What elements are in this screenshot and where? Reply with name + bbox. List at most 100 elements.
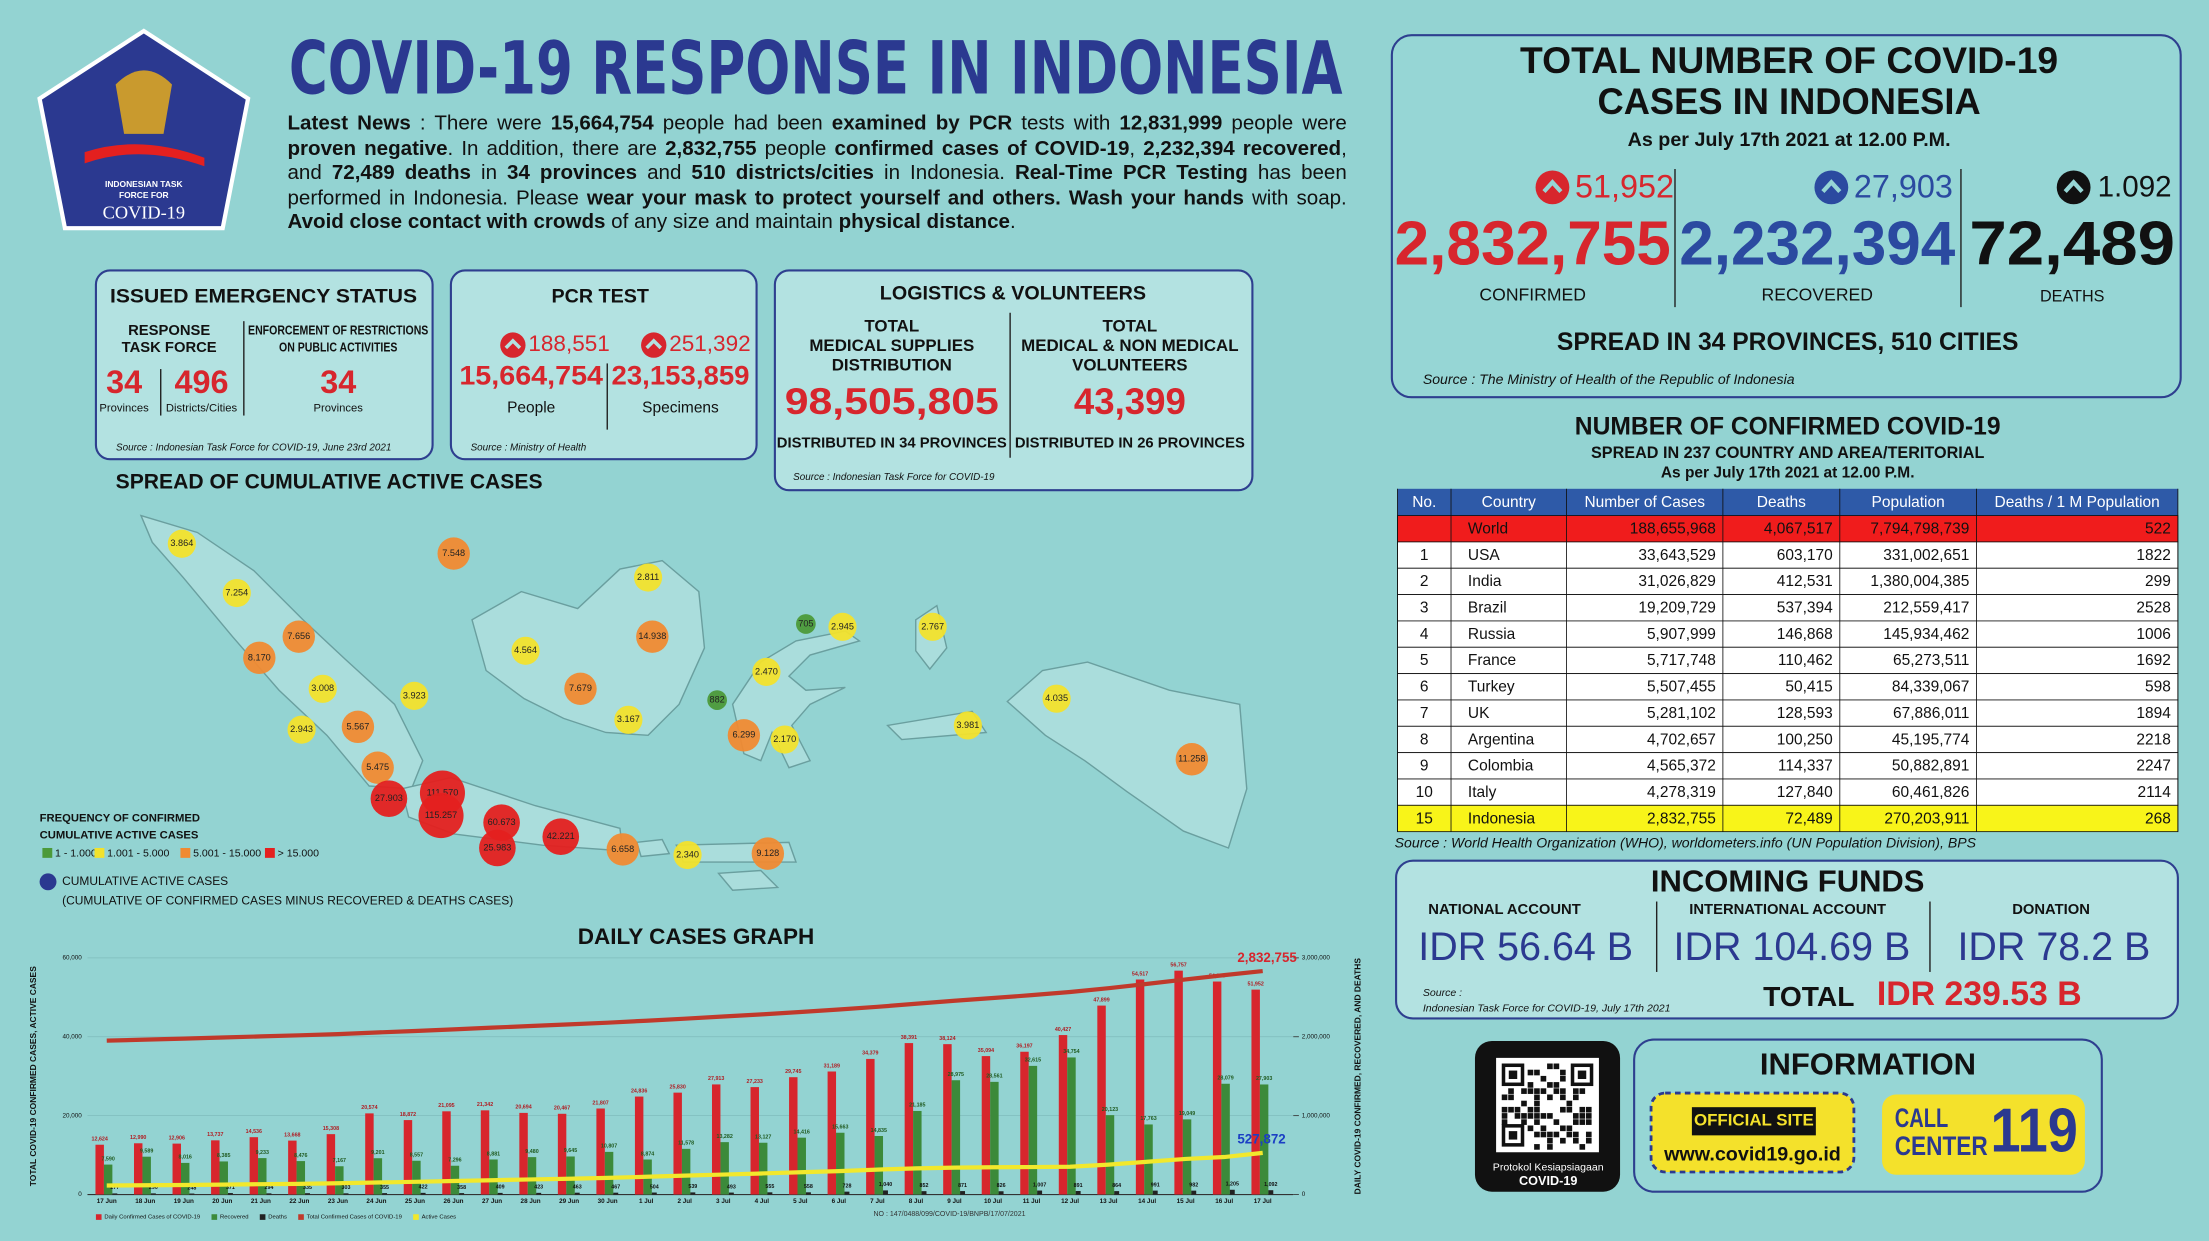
- value-label: 11,578: [678, 1141, 694, 1147]
- table-cell: 1692: [2136, 652, 2170, 669]
- x-tick-label: 23 Jun: [328, 1198, 348, 1205]
- source: Source : Indonesian Task Force for COVID…: [116, 443, 391, 454]
- value-label: 25,830: [670, 1084, 686, 1090]
- qr-module: [1573, 1119, 1579, 1125]
- table-cell: 50,882,891: [1892, 758, 1970, 775]
- value-label: 13,282: [716, 1134, 732, 1140]
- legend-swatch: [42, 847, 53, 858]
- bar: [634, 1096, 644, 1195]
- table-header: Deaths / 1 M Population: [1995, 494, 2160, 511]
- legend-title: CUMULATIVE ACTIVE CASES: [40, 829, 199, 841]
- map-bubble: [418, 793, 464, 839]
- news-box: Latest News : There were 15,664,754 peop…: [287, 113, 1346, 234]
- bar: [1067, 1057, 1076, 1195]
- site-url[interactable]: www.covid19.go.id: [1663, 1143, 1841, 1165]
- big-number: 2,232,394: [1679, 209, 1956, 278]
- news-run: in: [470, 161, 508, 185]
- news-run: proven negative: [287, 137, 448, 160]
- qr-module: [1534, 1069, 1540, 1076]
- stat-value: 34: [106, 364, 142, 400]
- qr-module: [1560, 1094, 1566, 1101]
- bar: [789, 1077, 798, 1195]
- bar: [95, 1144, 104, 1195]
- value-label: 8,476: [294, 1153, 307, 1159]
- qr-module: [1560, 1088, 1566, 1094]
- value-label: 7,167: [333, 1158, 346, 1164]
- bar: [382, 1193, 388, 1195]
- fund-label: INTERNATIONAL ACCOUNT: [1689, 902, 1886, 918]
- legend-swatch: [259, 1214, 266, 1220]
- bar: [442, 1111, 451, 1195]
- bar: [1229, 1189, 1235, 1195]
- table-cell: 45,195,774: [1892, 731, 1970, 748]
- map-bubble: [282, 620, 315, 653]
- table-cell: 65,273,511: [1893, 652, 1969, 669]
- bubble-label: 2.943: [290, 724, 313, 734]
- stat-value: 98,505,805: [785, 381, 999, 422]
- value-label: 358: [457, 1185, 466, 1191]
- map-bubble: [437, 537, 470, 570]
- site-label: OFFICIAL SITE: [1694, 1111, 1814, 1130]
- value-label: 558: [804, 1184, 813, 1190]
- as-of: As per July 17th 2021 at 12.00 P.M.: [1628, 129, 1951, 151]
- island: [635, 838, 671, 858]
- bar: [180, 1162, 190, 1195]
- table-cell: 4,702,657: [1647, 731, 1716, 748]
- value-label: 303: [342, 1185, 351, 1191]
- qr-module: [1508, 1106, 1514, 1113]
- qr-module: [1573, 1094, 1579, 1101]
- bubble-label: 111.570: [427, 787, 459, 797]
- bubble-label: 5.567: [346, 721, 369, 731]
- qr-module: [1501, 1094, 1508, 1101]
- static-layer: INDONESIAN TASK FORCE FOR COVID-19 COVID…: [28, 26, 2182, 1221]
- qr-module: [1579, 1113, 1586, 1119]
- value-label: 21,185: [909, 1103, 925, 1109]
- bar: [1105, 1115, 1115, 1195]
- value-label: 422: [419, 1185, 428, 1191]
- table-cell: 127,840: [1777, 784, 1833, 801]
- x-tick-label: 14 Jul: [1138, 1198, 1156, 1205]
- legend-label: (CUMULATIVE OF CONFIRMED CASES MINUS REC…: [62, 894, 513, 908]
- bar: [1174, 970, 1183, 1195]
- map-bubble: [479, 829, 516, 867]
- call-number[interactable]: 119: [1991, 1097, 2078, 1166]
- bar: [596, 1108, 605, 1195]
- logo-flag: [84, 144, 205, 167]
- value-label: 9,201: [371, 1150, 384, 1156]
- legend-label: Deaths: [268, 1215, 287, 1221]
- table-cell: 10: [1416, 784, 1433, 801]
- value-label: 56,757: [1170, 962, 1186, 968]
- value-label: 8,881: [487, 1151, 500, 1157]
- table-header: Country: [1482, 494, 1536, 511]
- bar: [827, 1071, 837, 1195]
- table-header: Population: [1872, 494, 1945, 511]
- bar: [728, 1192, 734, 1195]
- bubble-label: 14.938: [638, 631, 666, 641]
- qr-module: [1501, 1106, 1508, 1113]
- qr-module: [1534, 1100, 1540, 1107]
- table-cell: 412,531: [1777, 573, 1833, 590]
- bar: [1144, 1124, 1153, 1195]
- qr-module: [1540, 1131, 1547, 1138]
- value-label: 7,590: [101, 1156, 114, 1162]
- value-label: 1,040: [879, 1182, 892, 1188]
- news-run: in Indonesia.: [874, 161, 1015, 185]
- qr-module: [1547, 1063, 1553, 1070]
- qr-module: [1534, 1119, 1540, 1125]
- table-header-bg: [1397, 488, 2178, 516]
- increase-icon: [2056, 170, 2091, 205]
- qr-module: [1514, 1106, 1521, 1113]
- qr-module: [1527, 1069, 1534, 1076]
- map-bubble: [751, 837, 785, 870]
- panel-heading: ON PUBLIC ACTIVITIES: [279, 340, 397, 354]
- news-run: .: [1009, 211, 1016, 234]
- news-run: 2,232,394: [1143, 137, 1235, 160]
- value-label: 891: [1074, 1183, 1083, 1189]
- bar: [960, 1191, 966, 1195]
- table-subtitle: SPREAD IN 237 COUNTRY AND AREA/TERITORIA…: [1591, 444, 1984, 462]
- bar: [767, 1192, 773, 1195]
- bar: [866, 1058, 875, 1195]
- legend-label: 1 - 1.000: [55, 847, 97, 859]
- big-number: 72,489: [1969, 209, 2175, 278]
- qr-module: [1527, 1125, 1534, 1132]
